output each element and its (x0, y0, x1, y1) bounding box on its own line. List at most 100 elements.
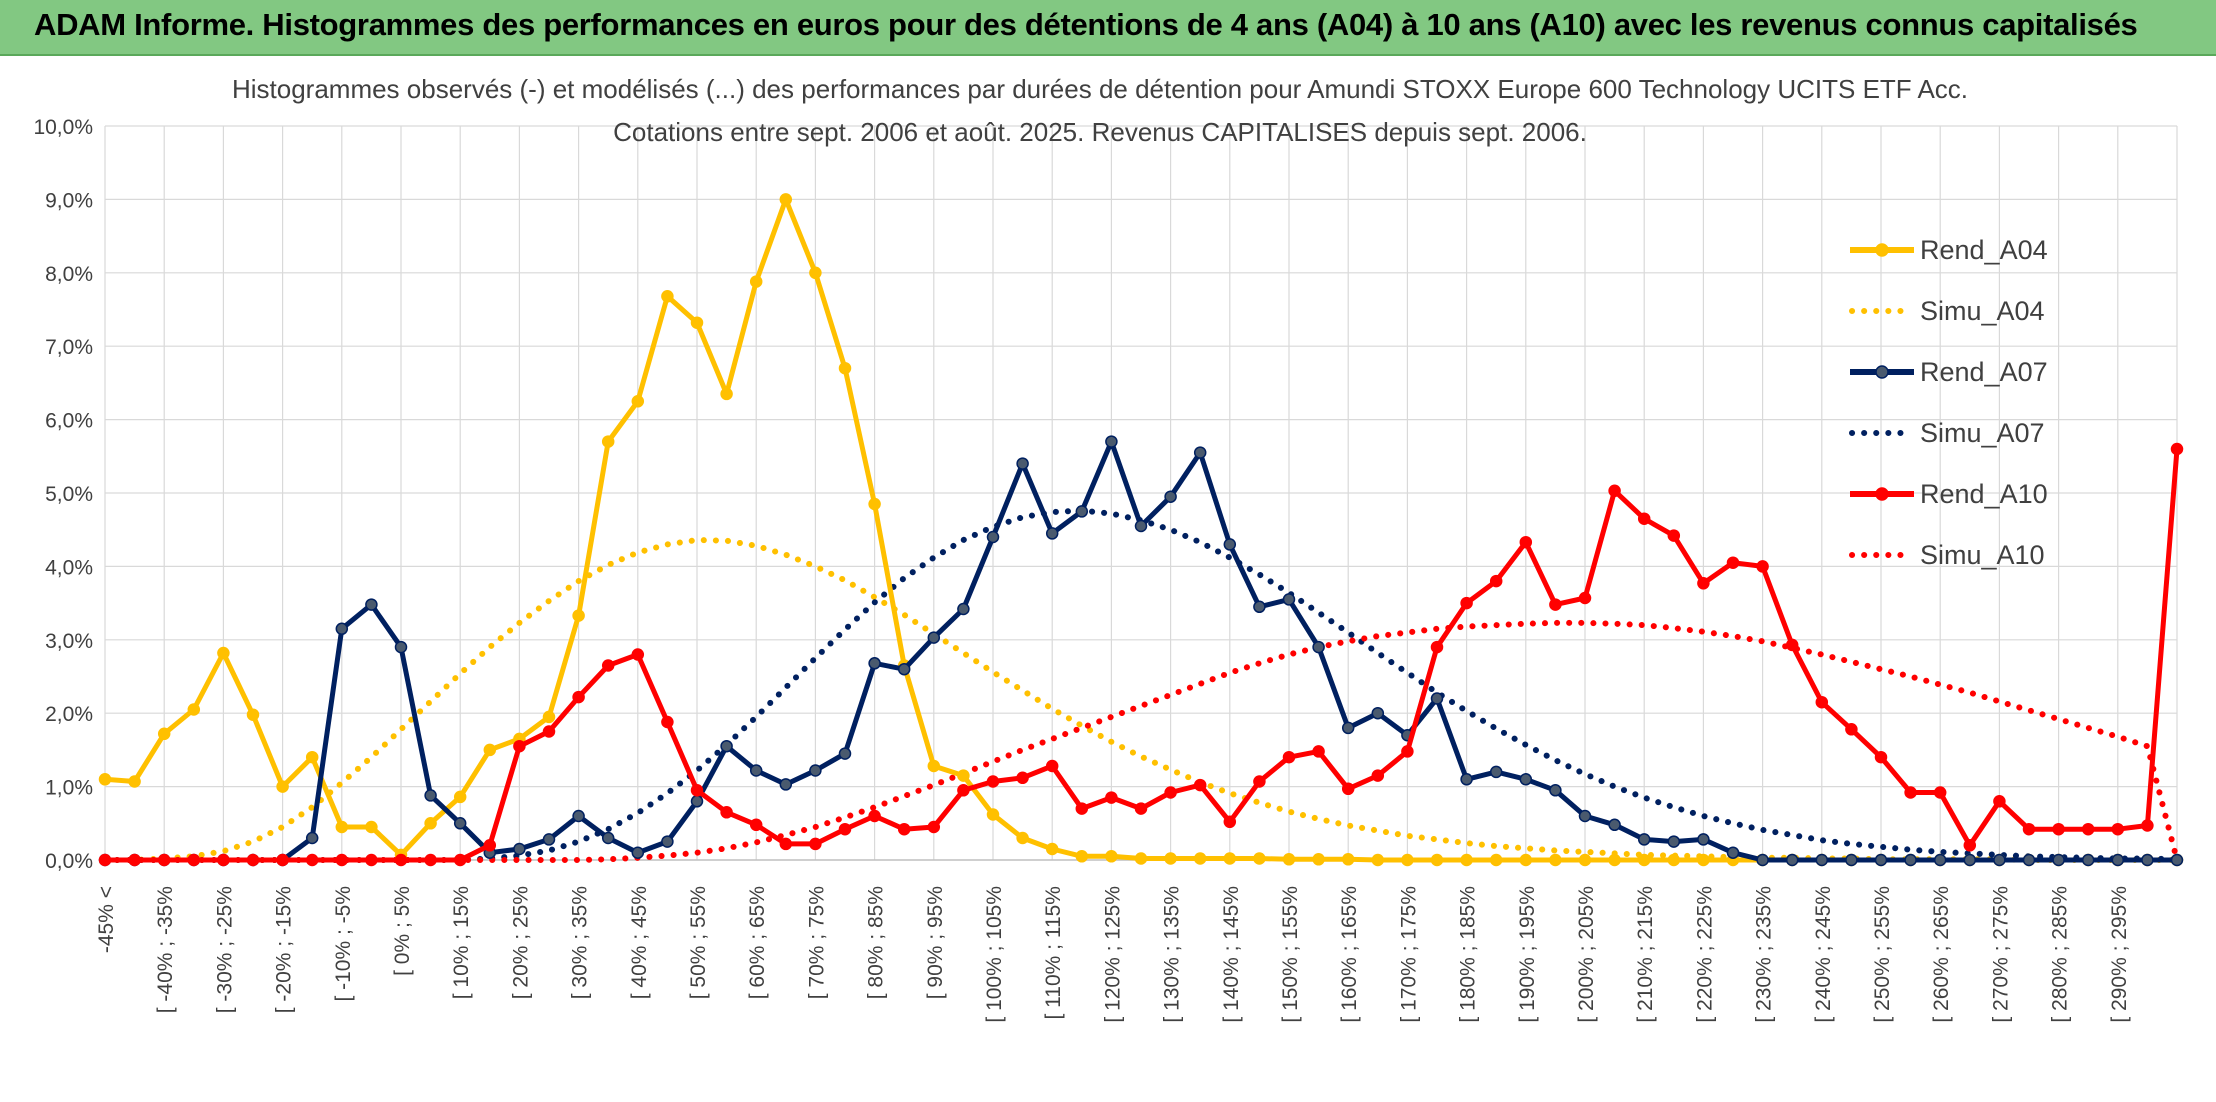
data-point (1401, 745, 1414, 758)
data-point (986, 808, 1000, 821)
x-tick-label: [ 130% ; 135% (1161, 886, 1184, 1023)
data-point (1963, 853, 1977, 867)
data-point (1134, 519, 1148, 533)
data-point (1075, 802, 1089, 815)
data-point (957, 784, 970, 797)
legend: Rend_A04 Simu_A04 Rend_A07 Simu_A07 Rend_A10… (1849, 235, 2048, 570)
data-point (335, 820, 349, 834)
y-tick-label: 10,0% (33, 116, 93, 139)
data-point (1045, 759, 1059, 773)
x-tick-label: [ 60% ; 65% (746, 886, 769, 999)
histogram-chart: Histogrammes observés (-) et modélisés (… (0, 56, 2216, 1102)
y-tick-label: 1,0% (45, 777, 93, 800)
x-tick-label: [ 30% ; 35% (569, 886, 592, 999)
data-point (1253, 600, 1266, 614)
data-point (1253, 775, 1266, 788)
x-tick-label: [ 210% ; 215% (1634, 886, 1657, 1023)
data-point (187, 853, 201, 867)
y-tick-label: 2,0% (45, 703, 93, 726)
data-point (157, 727, 171, 741)
x-axis: -45% < [ -40% ; -35% [ -30% ; -25% [ -20% ;… (95, 886, 2131, 1023)
data-point (1253, 852, 1266, 865)
data-point (1282, 750, 1296, 764)
data-point (157, 853, 171, 867)
data-point (424, 817, 437, 830)
data-point (1282, 853, 1296, 866)
data-point (690, 784, 704, 797)
data-point (2022, 822, 2036, 836)
legend-label: Simu_A04 (1920, 296, 2045, 326)
data-point (986, 530, 1000, 544)
data-point (838, 822, 852, 836)
data-point (897, 822, 911, 836)
x-tick-label: [ -10% ; -5% (332, 886, 355, 1002)
data-point (1105, 791, 1118, 804)
data-point (1164, 852, 1177, 865)
y-tick-label: 8,0% (45, 263, 93, 286)
data-point (1489, 765, 1503, 779)
data-point (838, 747, 852, 760)
x-tick-label: [ 100% ; 105% (983, 886, 1006, 1023)
data-point (2141, 819, 2154, 832)
data-point (1371, 769, 1385, 782)
data-point (1312, 640, 1325, 654)
legend-label: Rend_A04 (1920, 235, 2048, 265)
data-point (1016, 457, 1029, 470)
x-tick-label: [ 230% ; 235% (1753, 886, 1776, 1023)
data-point (1460, 596, 1473, 610)
data-point (572, 809, 585, 823)
data-point (128, 853, 141, 867)
data-point (1845, 853, 1858, 867)
data-point (2052, 822, 2065, 836)
x-tick-label: [ -20% ; -15% (273, 886, 296, 1013)
legend-label: Rend_A10 (1920, 479, 2048, 509)
data-point (483, 743, 497, 757)
y-tick-label: 7,0% (45, 336, 93, 359)
data-point (1637, 833, 1651, 846)
x-tick-label: [ 20% ; 25% (509, 886, 532, 999)
data-point (1637, 512, 1651, 525)
data-point (276, 780, 289, 793)
data-point (1578, 809, 1592, 823)
data-point (1637, 853, 1651, 867)
data-point (1341, 721, 1355, 735)
data-point (779, 193, 793, 206)
data-point (542, 833, 556, 846)
x-tick-label: [ 40% ; 45% (628, 886, 651, 999)
data-point (1608, 818, 1621, 832)
data-point (1134, 802, 1148, 815)
data-point (1519, 853, 1533, 867)
data-point (1756, 853, 1769, 867)
legend-label: Simu_A07 (1920, 418, 2045, 448)
data-point (1697, 577, 1710, 590)
chart-background (0, 56, 2216, 1102)
data-point (1845, 723, 1858, 736)
data-point (631, 648, 645, 661)
x-tick-label: [ 190% ; 195% (1516, 886, 1539, 1023)
x-tick-label: [ 250% ; 255% (1871, 886, 1894, 1023)
data-point (305, 750, 319, 764)
legend-item-Rend_A07: Rend_A07 (1850, 357, 2048, 387)
data-point (809, 266, 822, 280)
header-banner: ADAM Informe. Histogrammes des performan… (0, 0, 2216, 56)
data-point (128, 775, 141, 788)
series (98, 193, 2184, 867)
data-point (394, 640, 408, 654)
data-point (1016, 831, 1029, 845)
data-point (779, 837, 793, 851)
data-point (1785, 853, 1799, 867)
data-point (1223, 852, 1237, 865)
page-title: ADAM Informe. Histogrammes des performan… (34, 7, 2138, 42)
x-tick-label: [ 10% ; 15% (450, 886, 473, 999)
data-point (1815, 695, 1829, 709)
y-tick-label: 4,0% (45, 556, 93, 579)
data-point (1578, 853, 1592, 867)
legend-label: Simu_A10 (1920, 540, 2045, 570)
data-point (601, 435, 615, 448)
data-point (1815, 853, 1829, 867)
data-point (601, 831, 615, 845)
series-line (102, 619, 2180, 863)
y-tick-label: 3,0% (45, 630, 93, 653)
data-point (424, 853, 437, 867)
